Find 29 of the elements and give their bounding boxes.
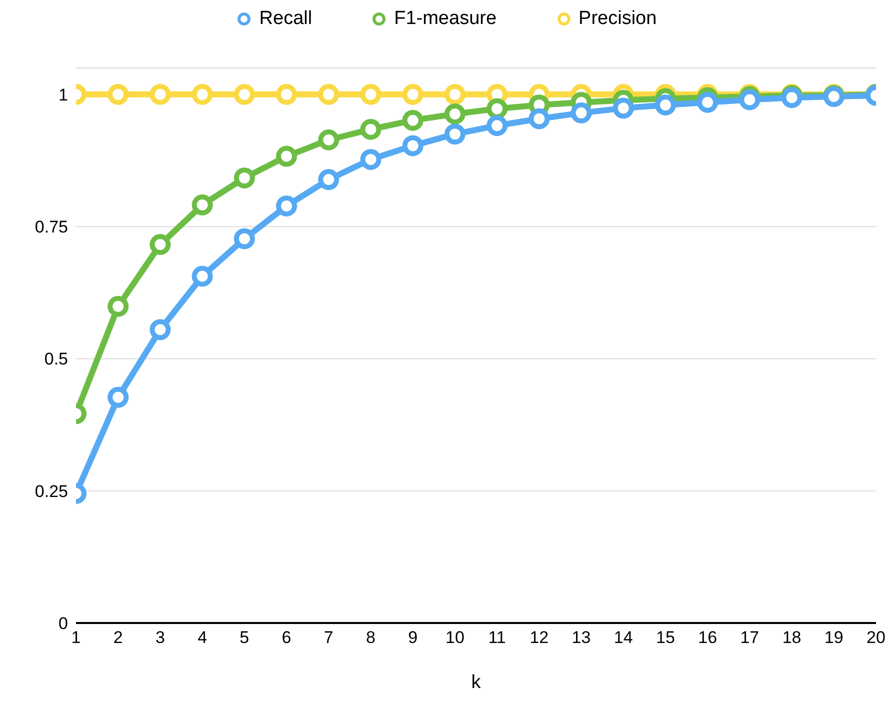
legend-label: Recall [259,8,312,30]
y-tick-label: 0 [58,614,68,634]
x-tick-label: 12 [530,628,549,648]
x-tick-label: 2 [113,628,123,648]
x-tick-label: 6 [282,628,292,648]
y-tick-label: 0.5 [44,350,68,369]
y-tick-label: 1 [58,85,68,104]
x-tick-label: 4 [198,628,208,648]
x-tick-label: 14 [614,628,633,648]
x-tick-label: 3 [155,628,165,648]
x-tick-label: 1 [71,628,81,648]
legend-label: F1-measure [394,8,497,30]
x-tick-label: 8 [366,628,376,648]
legend-label: Precision [578,8,657,30]
x-tick-label: 17 [740,628,760,648]
x-tick-label: 10 [445,628,464,648]
x-tick-label: 7 [324,628,334,648]
y-tick-label: 0.25 [34,482,68,501]
x-tick-label: 11 [488,628,506,648]
x-tick-label: 18 [782,628,802,648]
x-tick-label: 15 [656,628,675,648]
x-tick-label: 5 [240,628,250,648]
x-tick-label: 19 [824,628,844,648]
x-tick-label: 16 [698,628,718,648]
x-tick-label: 20 [866,628,886,648]
x-tick-label: 9 [408,628,418,648]
y-tick-label: 0.75 [34,218,68,237]
x-tick-label: 13 [572,628,591,648]
x-axis-title: k [471,672,482,693]
